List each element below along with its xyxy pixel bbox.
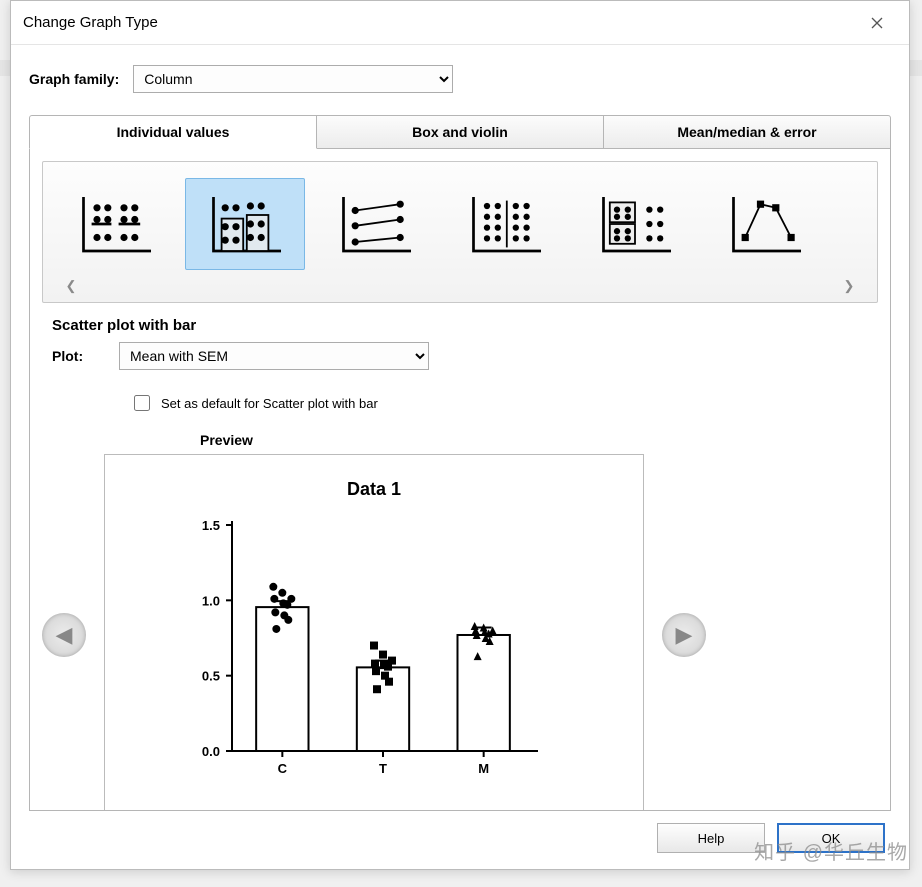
plot-stat-select[interactable]: Mean with SEM (119, 342, 429, 370)
dialog-titlebar: Change Graph Type (11, 1, 909, 45)
preview-chart: Data 1 0.0 0.5 1.0 1.5 C T M (104, 454, 644, 811)
svg-text:0.0: 0.0 (202, 744, 220, 759)
set-default-label: Set as default for Scatter plot with bar (161, 396, 378, 411)
graph-family-label: Graph family: (29, 71, 119, 87)
svg-text:C: C (278, 761, 288, 776)
tab-individual-values[interactable]: Individual values (29, 115, 317, 149)
thumb-scatter-bar[interactable] (185, 178, 305, 270)
help-button[interactable]: Help (657, 823, 765, 853)
change-graph-type-dialog: Change Graph Type Graph family: Column I… (10, 0, 910, 870)
thumb-box-scatter[interactable] (575, 178, 695, 270)
thumb-before-after[interactable] (315, 178, 435, 270)
preview-label: Preview (200, 432, 878, 448)
svg-text:1.5: 1.5 (202, 518, 220, 533)
svg-text:0.5: 0.5 (202, 669, 220, 684)
dialog-title: Change Graph Type (23, 14, 158, 31)
graph-style-strip: ❮ ❯ (42, 161, 878, 303)
thumb-scroll-right-icon[interactable]: ❯ (839, 276, 859, 296)
subtype-name: Scatter plot with bar (52, 317, 878, 334)
graph-tabs: Individual values Box and violin Mean/me… (29, 115, 891, 149)
preview-prev-icon[interactable]: ◀ (42, 613, 86, 657)
svg-text:M: M (478, 761, 489, 776)
thumb-aligned-scatter[interactable] (445, 178, 565, 270)
tab-panel: ❮ ❯ Scatter plot with bar Plot: Mean wit… (29, 149, 891, 811)
thumb-scatter-mean[interactable] (55, 178, 175, 270)
svg-text:T: T (379, 761, 387, 776)
ok-button[interactable]: OK (777, 823, 885, 853)
close-icon[interactable] (857, 8, 897, 38)
preview-next-icon[interactable]: ▶ (662, 613, 706, 657)
graph-family-select[interactable]: Column (133, 65, 453, 93)
set-default-checkbox[interactable] (134, 395, 150, 411)
thumb-scroll-left-icon[interactable]: ❮ (61, 276, 81, 296)
plot-label: Plot: (52, 348, 107, 364)
thumb-connected-symbols[interactable] (705, 178, 825, 270)
svg-text:Data 1: Data 1 (347, 479, 401, 499)
svg-text:1.0: 1.0 (202, 593, 220, 608)
tab-mean-median-error[interactable]: Mean/median & error (603, 115, 891, 149)
tab-box-and-violin[interactable]: Box and violin (316, 115, 604, 149)
